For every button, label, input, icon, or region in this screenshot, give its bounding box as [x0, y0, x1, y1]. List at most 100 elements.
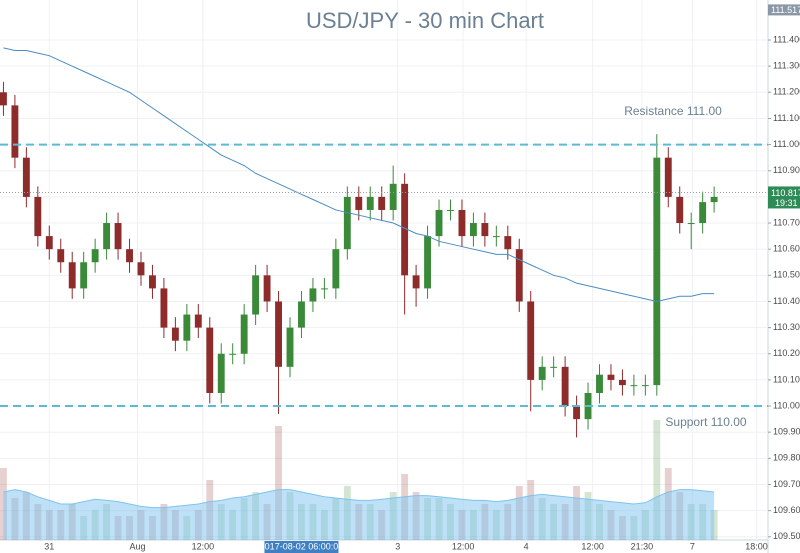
candle-body [630, 385, 638, 387]
volume-bar [275, 426, 282, 540]
x-tick-label: 21:30 [631, 541, 654, 551]
candle-body [424, 236, 431, 289]
high-tag-label: 111.517 [771, 5, 800, 15]
candle-body [699, 202, 707, 224]
y-tick-label: 110.400 [773, 296, 800, 306]
candle-body [149, 275, 156, 289]
y-tick-label: 109.500 [773, 531, 800, 541]
candle-body [103, 223, 111, 250]
candle-body [68, 262, 76, 289]
x-tick-label: 12:00 [452, 541, 475, 551]
y-tick-label: 110.600 [773, 244, 800, 254]
candle-body [492, 236, 500, 238]
candle-body [355, 196, 363, 210]
candle-body [618, 379, 626, 386]
candle-body [206, 327, 214, 393]
candle-body [252, 275, 260, 315]
level-label: Support 110.00 [665, 415, 747, 429]
y-tick-label: 109.800 [773, 453, 800, 463]
candle-body [298, 301, 305, 328]
candle-body [515, 249, 523, 302]
x-tick-label: Aug [130, 541, 146, 551]
candle-body [217, 353, 225, 393]
candle-body [126, 249, 133, 263]
candle-body [469, 223, 477, 237]
candle-body [332, 249, 340, 289]
candle-body [687, 223, 695, 225]
candle-body [183, 314, 191, 341]
y-tick-label: 111.100 [773, 113, 800, 123]
candle-body [504, 236, 512, 250]
y-tick-label: 111.400 [773, 34, 800, 44]
candle-body [458, 209, 466, 237]
candle-body [275, 301, 282, 367]
candle-body [137, 262, 145, 276]
candle-body [653, 157, 661, 386]
candle-body [171, 327, 179, 341]
candle-body [481, 223, 489, 237]
y-tick-label: 110.500 [773, 270, 800, 280]
candle-body [22, 157, 30, 197]
candle-layer [0, 81, 718, 438]
x-tick-label: 7 [690, 541, 695, 551]
x-tick-label: 4 [524, 541, 529, 551]
y-tick-label: 110.300 [773, 322, 800, 332]
candle-body [366, 196, 374, 210]
candle-body [114, 223, 122, 250]
moving-average [3, 47, 715, 302]
candle-body [412, 275, 420, 289]
x-tick-label: 3 [395, 541, 400, 551]
high-tag [768, 4, 800, 16]
level-label: Resistance 111.00 [624, 104, 722, 118]
last-price-time: 19:31 [775, 198, 798, 208]
candle-body [34, 196, 42, 237]
candle-body [550, 366, 558, 368]
crosshair-label: 2017-08-02 06:00:00 [260, 541, 344, 551]
y-tick-label: 109.600 [773, 505, 800, 515]
x-tick-label: 18:00 [745, 541, 768, 551]
candle-body [641, 385, 649, 387]
candle-body [664, 157, 672, 197]
candle-body [0, 92, 7, 106]
chart-title: USD/JPY - 30 min Chart [306, 8, 544, 33]
candle-body [194, 314, 202, 328]
candle-body [527, 301, 535, 380]
volume-bar [653, 420, 661, 540]
candle-body [676, 196, 684, 224]
candle-body [160, 288, 168, 328]
crosshair-label-bg [264, 541, 339, 553]
candle-body [45, 236, 53, 250]
overlay-layer: Resistance 111.00 Support 110.00 [0, 47, 768, 429]
y-tick-label: 110.900 [773, 165, 800, 175]
candle-body [596, 374, 603, 393]
candle-body [561, 366, 569, 407]
y-tick-label: 109.700 [773, 479, 800, 489]
y-tick-label: 110.000 [773, 400, 800, 410]
candle-body [538, 366, 546, 380]
last-price-label: 110.817 [771, 188, 800, 198]
candle-body [286, 327, 294, 367]
candle-body [80, 262, 88, 289]
candle-body [263, 275, 271, 302]
y-tick-label: 110.700 [773, 217, 800, 227]
y-tick-label: 110.200 [773, 348, 800, 358]
volume-ma-area [3, 489, 715, 540]
candle-body [435, 209, 443, 237]
candle-body [91, 249, 99, 263]
candle-body [11, 105, 19, 158]
volume-layer [0, 420, 718, 540]
candle-body [378, 196, 386, 210]
x-tick-label: 12:00 [581, 541, 604, 551]
candle-body [573, 406, 581, 420]
y-tick-label: 110.100 [773, 374, 800, 384]
x-tick-label: 31 [44, 541, 54, 551]
candle-body [343, 196, 351, 250]
candle-body [309, 288, 317, 302]
candle-body [447, 209, 454, 211]
axes-layer: 109.500 109.600 109.700 109.800 109.900 110.0… [44, 4, 800, 553]
candle-body [607, 374, 615, 380]
candle-body [229, 353, 237, 355]
